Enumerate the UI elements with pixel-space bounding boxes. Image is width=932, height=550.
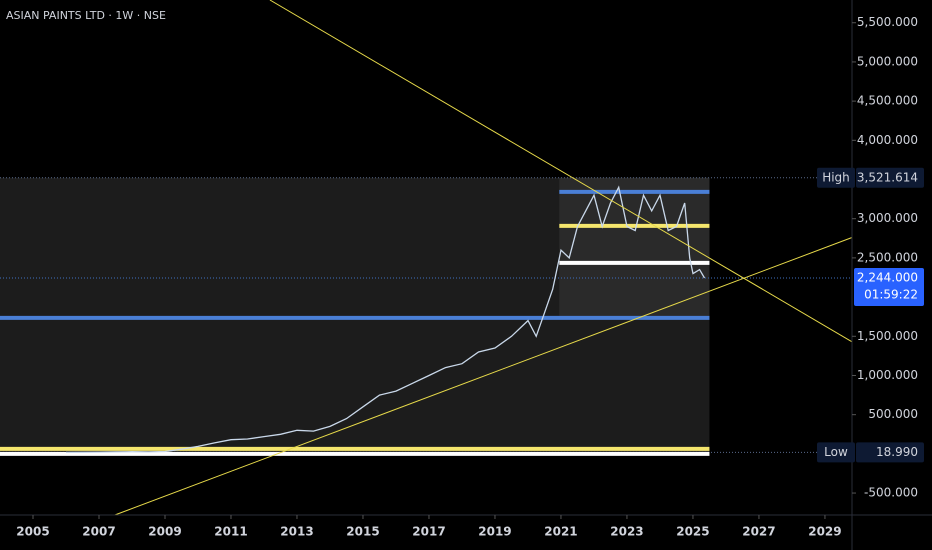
y-tick-label: 500.000 [868,407,918,421]
price-line [65,185,706,454]
y-tick-label: 3,000.000 [857,211,918,225]
x-tick-label: 2013 [280,525,313,539]
x-tick-label: 2009 [148,525,181,539]
y-tick-label: 5,000.000 [857,54,918,68]
x-tick-label: 2015 [346,525,379,539]
x-tick-label: 2025 [676,525,709,539]
countdown: 01:59:22 [864,287,918,301]
y-tick-label: 4,500.000 [857,94,918,108]
x-tick-label: 2011 [214,525,247,539]
y-tick-label: 1,000.000 [857,368,918,382]
high-badge [817,167,855,188]
x-tick-label: 2005 [16,525,49,539]
y-tick-label: 1,500.000 [857,329,918,343]
last-badge [854,267,924,306]
high-label: High [822,170,850,184]
low-value-badge [856,442,924,463]
high-value-badge [856,167,924,188]
x-tick-label: 2029 [808,525,841,539]
trend-line [114,237,853,516]
x-tick-label: 2019 [478,525,511,539]
y-tick-label: -500.000 [864,486,918,500]
low-label: Low [824,445,848,459]
x-tick-label: 2017 [412,525,445,539]
chart-title: ASIAN PAINTS LTD · 1W · NSE [6,9,166,22]
x-tick-label: 2021 [544,525,577,539]
low-badge [817,442,855,463]
last-price: 2,244.000 [857,270,918,284]
y-tick-label: 5,500.000 [857,15,918,29]
x-tick-label: 2007 [82,525,115,539]
x-tick-label: 2027 [742,525,775,539]
y-tick-label: 4,000.000 [857,133,918,147]
trend-line [269,0,853,343]
y-tick-label: 2,500.000 [857,250,918,264]
x-tick-label: 2023 [610,525,643,539]
low-value: 18.990 [876,445,918,459]
high-value: 3,521.614 [857,170,918,184]
zone-box [559,177,710,318]
